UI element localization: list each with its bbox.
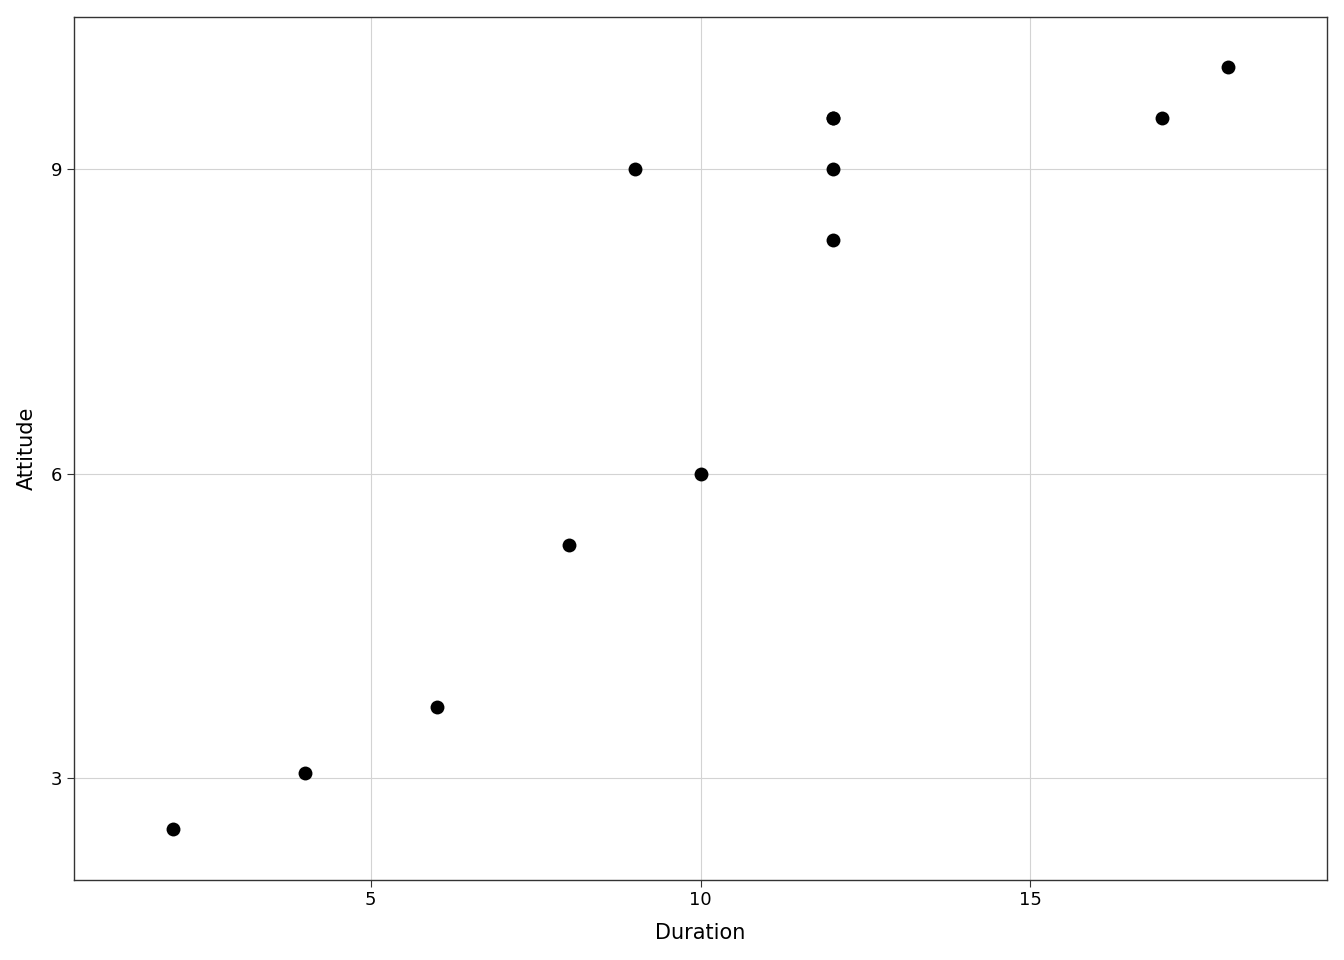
Point <box>426 700 448 715</box>
Point <box>821 232 843 248</box>
Point <box>624 161 645 177</box>
X-axis label: Duration: Duration <box>656 924 746 944</box>
Point <box>558 537 579 552</box>
Point <box>689 466 711 481</box>
Point <box>163 821 184 836</box>
Point <box>1152 110 1173 126</box>
Point <box>821 110 843 126</box>
Point <box>294 765 316 780</box>
Y-axis label: Attitude: Attitude <box>16 406 36 490</box>
Point <box>821 110 843 126</box>
Point <box>821 161 843 177</box>
Point <box>1218 60 1239 75</box>
